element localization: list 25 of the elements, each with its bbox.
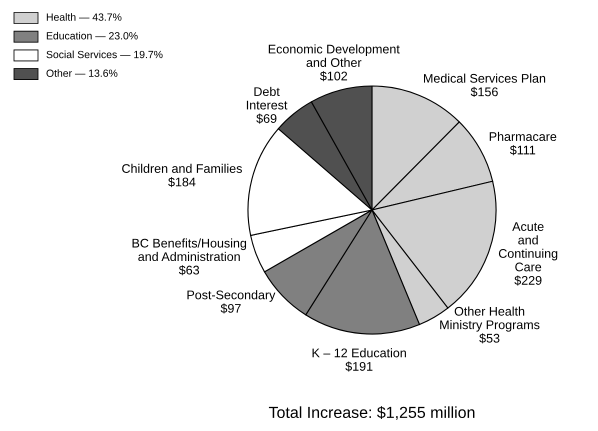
data-label: $102: [320, 71, 348, 82]
slice-label: Other Health Ministry Programs: [440, 306, 540, 332]
data-label: $69: [256, 114, 276, 124]
text: Social Services — 19.7%: [46, 50, 163, 58]
slice-label: K – 12 Education: [312, 348, 406, 358]
slice-label: Children and Families: [122, 164, 242, 173]
data-label: $229: [514, 275, 542, 286]
slice-label: Economic Development and Other: [268, 44, 400, 67]
data-label: $184: [168, 177, 196, 188]
slice-label: Medical Services Plan: [424, 74, 546, 83]
slice-label: Acute and Continuing Care: [498, 222, 558, 272]
slice-label: Post-Secondary: [187, 290, 276, 302]
slice-label: Pharmacare: [490, 132, 556, 142]
text: Total Increase: $1,255 million: [268, 406, 474, 420]
slice-label: Debt Interest: [246, 86, 288, 110]
data-label: $191: [345, 361, 372, 372]
data-label: $156: [470, 86, 498, 97]
slice-label: BC Benefits/Housing and Administration: [132, 238, 246, 262]
text: Health — 43.7%: [46, 13, 122, 21]
text: Education — 23.0%: [46, 32, 138, 40]
data-label: $97: [220, 303, 241, 314]
text: Other — 13.6%: [46, 69, 118, 77]
data-label: $63: [178, 265, 200, 276]
data-label: $111: [510, 145, 536, 156]
data-label: $53: [479, 333, 500, 344]
